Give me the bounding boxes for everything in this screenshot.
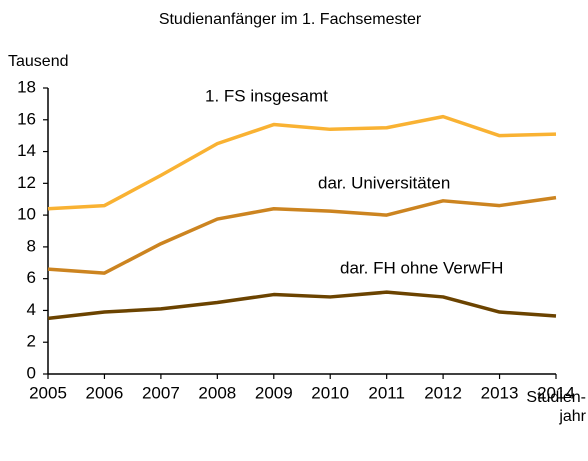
x-tick-label: 2011 — [368, 383, 405, 402]
series-label: dar. FH ohne VerwFH — [340, 258, 503, 277]
x-tick-label: 2009 — [255, 383, 293, 402]
y-tick-label: 0 — [27, 363, 36, 382]
x-tick-label: 2008 — [198, 383, 236, 402]
y-tick-label: 4 — [27, 300, 36, 319]
y-tick-label: 12 — [17, 173, 36, 192]
y-tick-label: 14 — [17, 141, 36, 160]
y-tick-label: 10 — [17, 205, 36, 224]
x-tick-label: 2013 — [481, 383, 519, 402]
y-axis-label: Tausend — [8, 53, 69, 70]
y-tick-label: 16 — [17, 109, 36, 128]
x-tick-label: 2010 — [311, 383, 349, 402]
series-label: 1. FS insgesamt — [205, 86, 328, 105]
line-series — [47, 114, 557, 211]
series-label: dar. Universitäten — [318, 173, 450, 192]
x-tick-label: 2007 — [142, 383, 180, 402]
y-tick-label: 6 — [27, 268, 36, 287]
x-tick-label: 2005 — [29, 383, 67, 402]
line-series — [47, 195, 557, 275]
x-axis-label: Studien- jahr — [526, 389, 586, 425]
x-tick-label: 2014 — [537, 383, 575, 402]
line-series — [47, 290, 557, 321]
chart-title: Studienanfänger im 1. Fachsemester — [159, 11, 422, 28]
y-tick-label: 8 — [27, 236, 36, 255]
y-tick-label: 18 — [17, 77, 36, 96]
x-tick-label: 2006 — [86, 383, 124, 402]
x-tick-label: 2012 — [424, 383, 462, 402]
y-tick-label: 2 — [27, 332, 36, 351]
